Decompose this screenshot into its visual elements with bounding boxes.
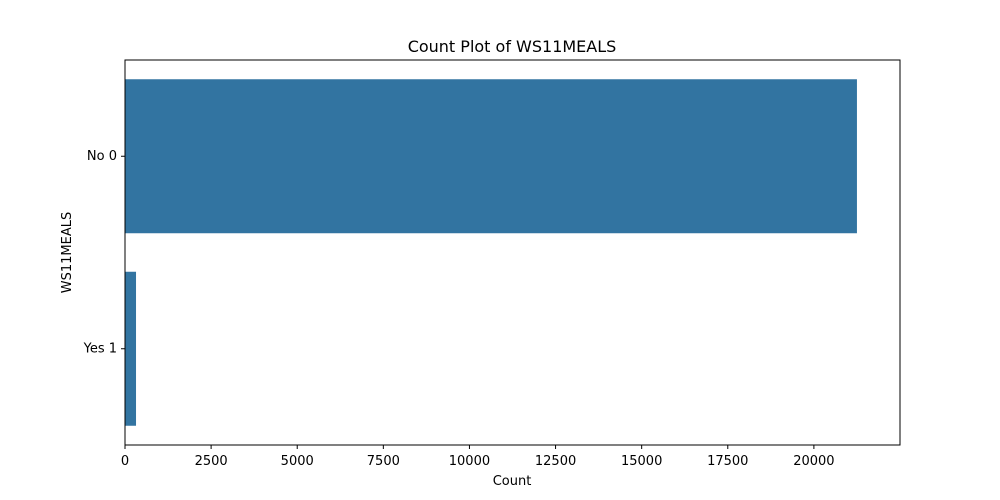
- x-tick-label: 20000: [793, 454, 834, 469]
- x-tick-label: 7500: [367, 454, 400, 469]
- x-tick-label: 10000: [449, 454, 490, 469]
- bars-group: [125, 79, 857, 426]
- y-tick-label: No 0: [87, 149, 117, 164]
- bar-1: [125, 271, 137, 426]
- bar-0: [125, 79, 857, 234]
- x-tick-label: 2500: [195, 454, 228, 469]
- plot-frame: [124, 59, 901, 446]
- x-tick-label: 5000: [281, 454, 314, 469]
- x-axis-label: Count: [493, 474, 532, 489]
- x-tick-label: 12500: [535, 454, 576, 469]
- x-axis-ticks: 0 2500 5000 7500 10000 12500 15000 17500 20000: [121, 445, 835, 469]
- x-tick-label: 17500: [707, 454, 748, 469]
- chart-title: Count Plot of WS11MEALS: [408, 37, 617, 56]
- x-tick-label: 15000: [621, 454, 662, 469]
- y-tick-label: Yes 1: [83, 341, 117, 356]
- y-axis-ticks: No 0 Yes 1: [83, 149, 125, 356]
- x-tick-label: 0: [121, 454, 129, 469]
- y-axis-label: WS11MEALS: [60, 212, 75, 293]
